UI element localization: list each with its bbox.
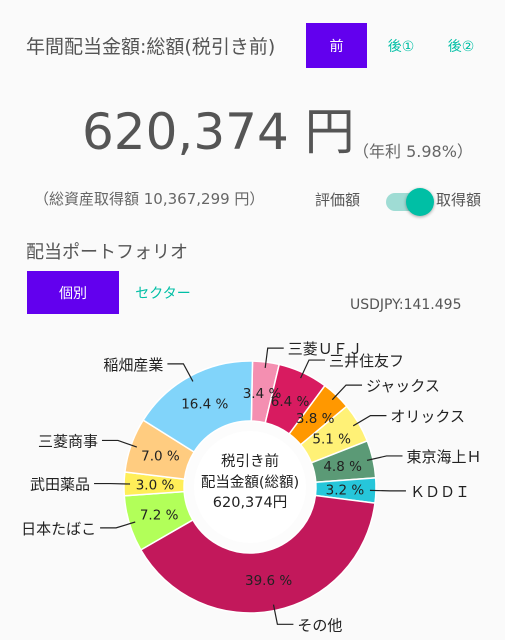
leader-line [300, 359, 326, 379]
tab-after-tax-1[interactable]: 後① [387, 38, 415, 55]
leader-line [331, 384, 363, 401]
slice-name-label: 武田薬品 [30, 476, 90, 494]
tab-before-tax[interactable]: 前 [306, 23, 367, 68]
valuation-toggle-thumb[interactable] [406, 188, 434, 216]
leader-line [100, 521, 136, 529]
center-line-1: 税引き前 [221, 453, 279, 470]
slice-name-label: その他 [297, 616, 342, 634]
slice-percent-label: 3.0 % [136, 478, 175, 494]
slice-percent-label: 5.1 % [312, 432, 351, 448]
slice-percent-label: 4.8 % [323, 459, 362, 475]
tab-after-tax-2[interactable]: 後② [447, 38, 475, 55]
slice-name-label: 三菱ＵＦＪ [288, 340, 363, 358]
donut-hole [194, 431, 306, 543]
slice-percent-label: 7.2 % [140, 508, 179, 524]
fx-rate: USDJPY:141.495 [350, 297, 462, 313]
slice-name-label: 三菱商事 [38, 432, 98, 450]
dividend-portfolio-donut-chart: 税引き前 配当金額(総額) 620,374円 3.4 %6.4 %3.8 % 5.… [21, 340, 482, 634]
leader-line [366, 455, 403, 461]
slice-percent-label: 3.4 % [243, 386, 282, 402]
slice-percent-label: 6.4 % [271, 394, 310, 410]
slice-name-label: 東京海上Ｈ [407, 448, 482, 466]
page-title: 年間配当金額:総額(税引き前) [26, 36, 276, 58]
slice-name-label: ジャックス [366, 377, 440, 395]
tab-sector[interactable]: セクター [135, 285, 191, 302]
slice-percent-label: 3.2 % [326, 483, 365, 499]
leader-line [272, 604, 294, 625]
center-line-3: 620,374円 [213, 495, 287, 511]
slice-name-label: オリックス [390, 408, 465, 426]
slice-percent-label: 3.8 % [296, 411, 335, 427]
total-acquisition-cost: （総資産取得額 10,367,299 円） [34, 190, 265, 208]
annual-yield: （年利 5.98%） [353, 142, 473, 161]
leader-line [352, 415, 387, 427]
toggle-label-acquisition: 取得額 [436, 191, 482, 209]
leader-line [167, 363, 194, 382]
portfolio-title: 配当ポートフォリオ [26, 242, 188, 263]
slice-name-label: 日本たばこ [21, 520, 96, 538]
slice-percent-label: 39.6 % [245, 573, 292, 589]
slice-percent-label: 16.4 % [181, 396, 228, 412]
tab-individual[interactable]: 個別 [27, 271, 119, 314]
slice-percent-label: 7.0 % [141, 448, 180, 464]
leader-line [264, 347, 284, 369]
slice-name-label: ＫＤＤＩ [410, 483, 470, 501]
center-line-2: 配当金額(総額) [201, 474, 299, 491]
slice-name-label: 稲畑産業 [103, 356, 163, 374]
leader-line [101, 439, 138, 448]
pie-slice[interactable] [142, 360, 254, 454]
leader-line [369, 489, 406, 492]
toggle-label-valuation: 評価額 [315, 191, 361, 209]
dividend-amount: 620,374 円 [82, 103, 355, 161]
pie-slice[interactable] [139, 494, 376, 614]
slice-name-label: 三井住友フ [329, 352, 404, 370]
